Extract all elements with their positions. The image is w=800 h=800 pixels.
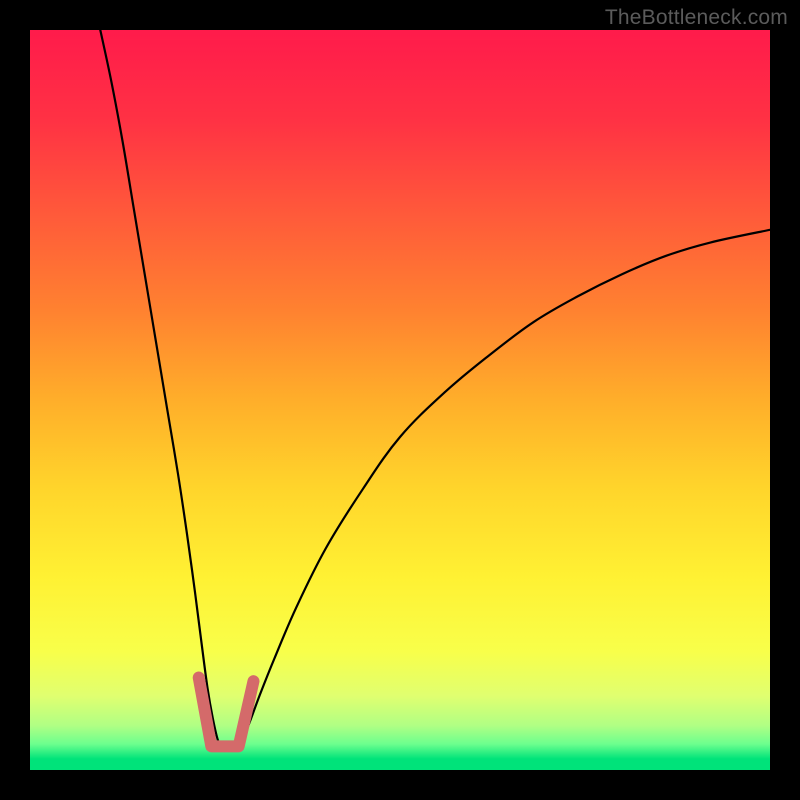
plot-area [30,30,770,770]
plot-svg [30,30,770,770]
gradient-background [30,30,770,770]
chart-frame: TheBottleneck.com [0,0,800,800]
watermark-text: TheBottleneck.com [605,6,788,30]
